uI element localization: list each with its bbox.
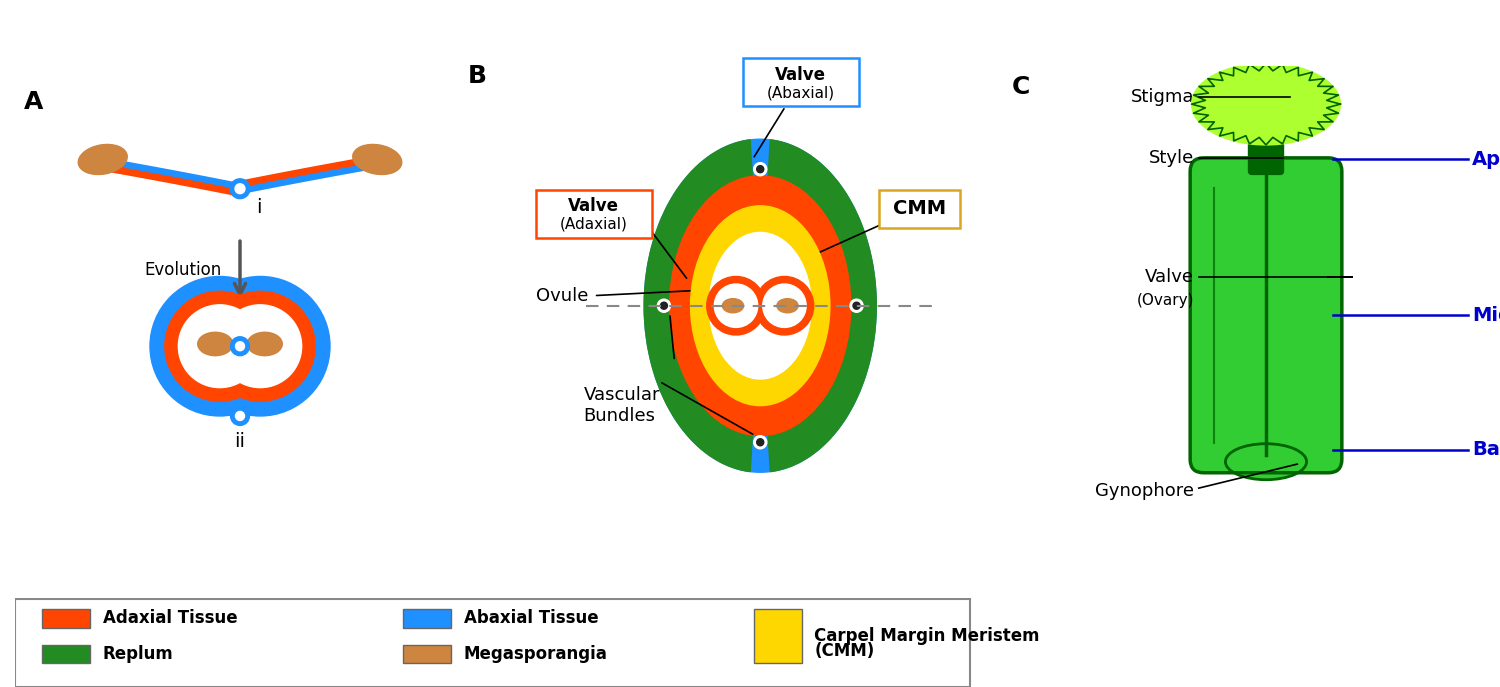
- Text: Replum: Replum: [102, 645, 174, 663]
- Text: CMM: CMM: [892, 199, 945, 218]
- Text: Vascular
Bundles: Vascular Bundles: [584, 387, 660, 425]
- Text: (Ovary): (Ovary): [1137, 293, 1194, 308]
- Text: B: B: [468, 63, 486, 87]
- Polygon shape: [644, 140, 760, 471]
- FancyBboxPatch shape: [404, 609, 451, 628]
- Circle shape: [165, 291, 274, 401]
- Text: C: C: [1011, 76, 1031, 100]
- Polygon shape: [760, 140, 876, 471]
- Text: Apical: Apical: [1473, 150, 1500, 169]
- Text: Stigma: Stigma: [1131, 88, 1194, 106]
- Circle shape: [231, 337, 249, 356]
- Circle shape: [190, 276, 330, 416]
- Ellipse shape: [669, 176, 850, 436]
- FancyBboxPatch shape: [536, 190, 652, 238]
- Circle shape: [657, 299, 670, 313]
- Text: Evolution: Evolution: [144, 260, 222, 279]
- Circle shape: [762, 284, 806, 328]
- Circle shape: [236, 183, 244, 194]
- Circle shape: [753, 163, 766, 176]
- Circle shape: [753, 436, 766, 449]
- Circle shape: [150, 276, 290, 416]
- Text: i: i: [255, 198, 261, 216]
- Ellipse shape: [644, 139, 876, 472]
- Text: A: A: [24, 90, 44, 114]
- Circle shape: [660, 302, 668, 309]
- Circle shape: [206, 291, 315, 401]
- FancyBboxPatch shape: [879, 190, 960, 227]
- Text: Valve: Valve: [776, 66, 826, 84]
- Ellipse shape: [710, 232, 812, 379]
- Text: (Adaxial): (Adaxial): [560, 216, 627, 232]
- FancyBboxPatch shape: [42, 644, 90, 664]
- Ellipse shape: [248, 333, 282, 356]
- Circle shape: [850, 299, 862, 313]
- Ellipse shape: [1226, 444, 1306, 480]
- Ellipse shape: [690, 206, 830, 405]
- Text: Gynophore: Gynophore: [1095, 482, 1194, 499]
- Circle shape: [230, 179, 251, 199]
- Text: Ovule: Ovule: [537, 286, 588, 304]
- Circle shape: [219, 305, 302, 387]
- FancyBboxPatch shape: [1250, 142, 1282, 174]
- FancyBboxPatch shape: [15, 598, 970, 687]
- Ellipse shape: [777, 299, 798, 313]
- Text: Carpel Margin Meristem: Carpel Margin Meristem: [815, 627, 1040, 645]
- Ellipse shape: [1191, 63, 1341, 145]
- Circle shape: [754, 276, 813, 335]
- Ellipse shape: [78, 144, 128, 174]
- Ellipse shape: [352, 144, 402, 174]
- Circle shape: [231, 407, 249, 425]
- Text: Style: Style: [1149, 149, 1194, 167]
- Circle shape: [178, 305, 261, 387]
- Polygon shape: [1191, 63, 1341, 145]
- Text: Abaxial Tissue: Abaxial Tissue: [464, 609, 598, 627]
- FancyBboxPatch shape: [742, 58, 858, 106]
- Circle shape: [756, 439, 764, 446]
- Text: Valve: Valve: [568, 197, 620, 215]
- FancyBboxPatch shape: [404, 644, 451, 664]
- Text: (CMM): (CMM): [815, 642, 874, 660]
- FancyBboxPatch shape: [754, 609, 802, 664]
- Circle shape: [756, 166, 764, 172]
- Text: ii: ii: [234, 431, 246, 451]
- FancyBboxPatch shape: [1190, 158, 1342, 473]
- Text: Megasporangia: Megasporangia: [464, 645, 608, 663]
- Circle shape: [714, 284, 758, 328]
- Ellipse shape: [198, 333, 232, 356]
- Circle shape: [236, 341, 244, 351]
- Circle shape: [853, 302, 859, 309]
- Circle shape: [706, 276, 765, 335]
- Text: Basal: Basal: [1473, 440, 1500, 459]
- Text: Adaxial Tissue: Adaxial Tissue: [102, 609, 237, 627]
- FancyBboxPatch shape: [42, 609, 90, 628]
- Circle shape: [236, 412, 244, 420]
- Text: Middle: Middle: [1473, 306, 1500, 325]
- Text: Valve: Valve: [1144, 268, 1194, 286]
- Ellipse shape: [723, 299, 744, 313]
- Text: (Abaxial): (Abaxial): [766, 85, 834, 100]
